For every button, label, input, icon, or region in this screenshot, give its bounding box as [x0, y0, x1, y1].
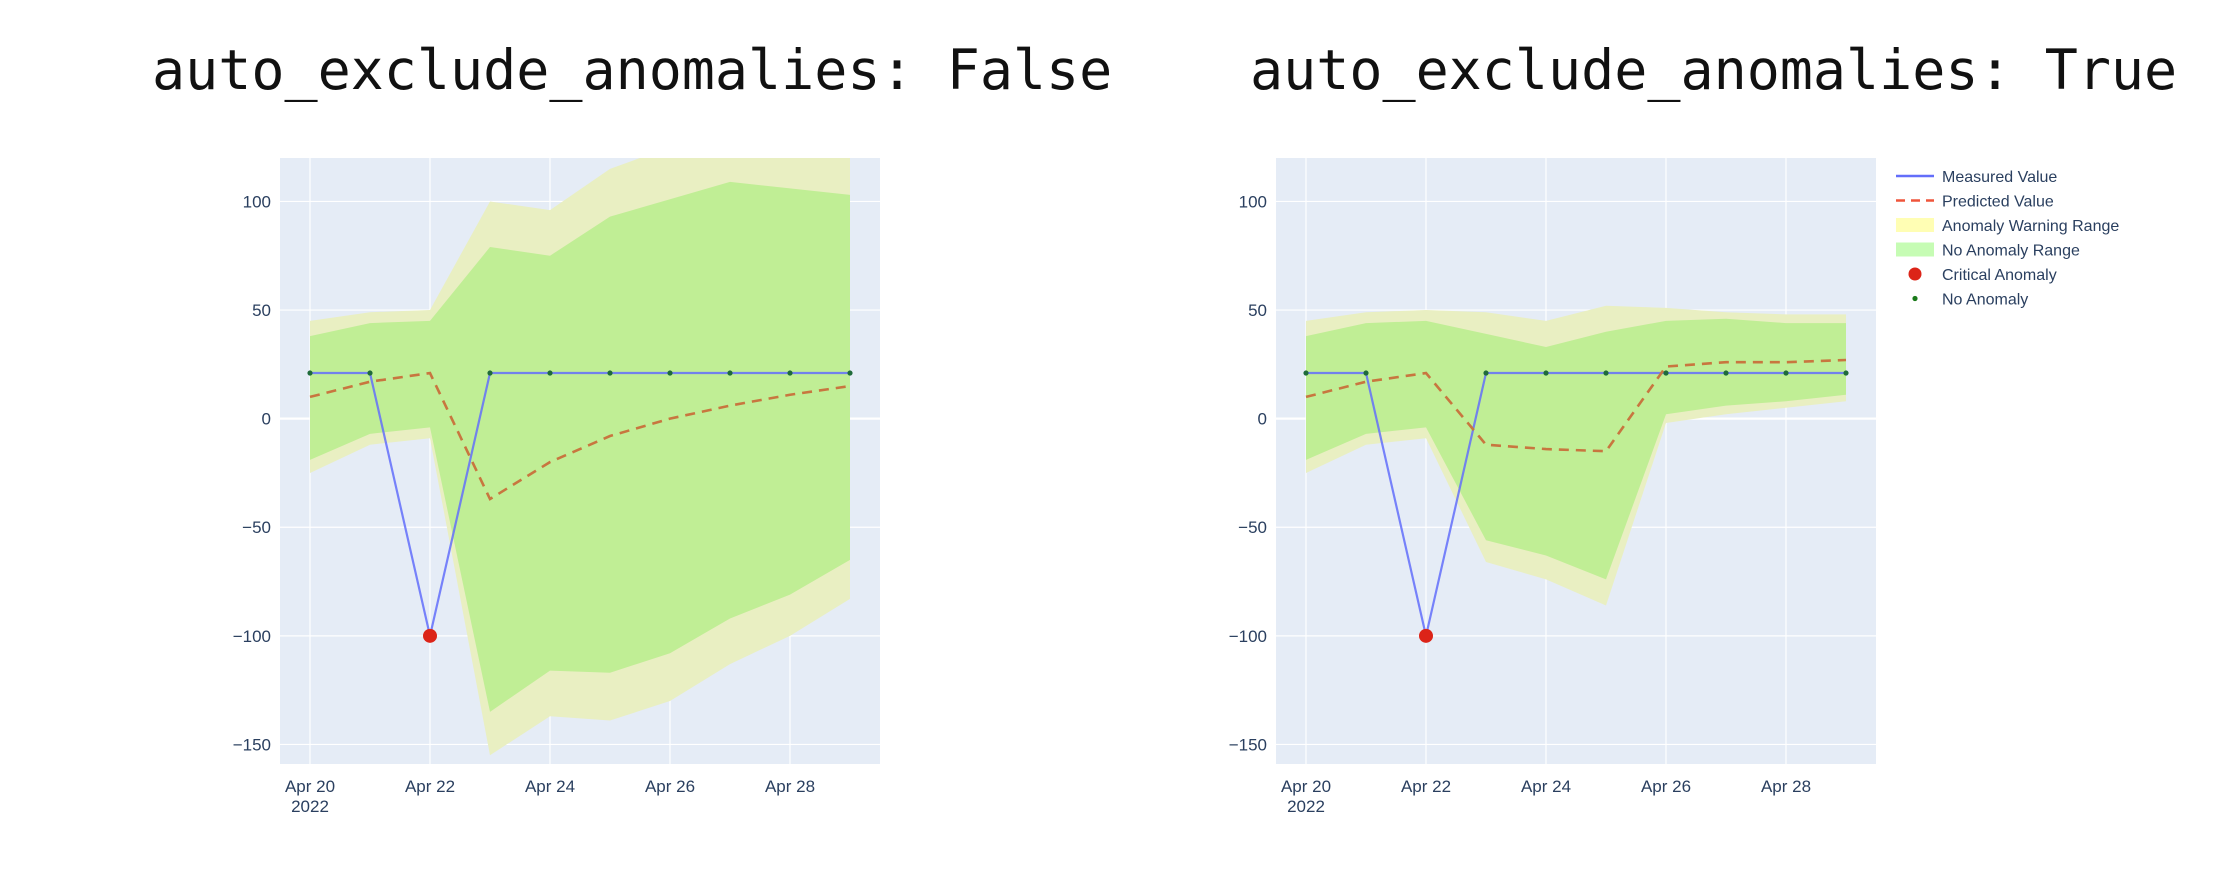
legend-label: Measured Value	[1942, 169, 2057, 186]
no-anomaly-band	[310, 181, 850, 712]
no-anomaly-point[interactable]	[1843, 370, 1849, 376]
y-tick-label: 0	[1258, 410, 1267, 429]
y-tick-label: 0	[262, 410, 271, 429]
measured-value-line	[1306, 371, 1846, 637]
legend-swatch-no-anomaly	[1912, 295, 1918, 302]
x-tick-label: Apr 24	[525, 777, 575, 796]
no-anomaly-point[interactable]	[547, 370, 553, 376]
no-anomaly-point[interactable]	[1723, 370, 1729, 376]
y-tick-label: −100	[233, 627, 271, 646]
legend-item[interactable]: Anomaly Warning Range	[1896, 218, 2119, 235]
x-tick-label: Apr 20	[285, 777, 335, 796]
y-tick-label: 100	[243, 192, 271, 211]
chart-title-right: auto_exclude_anomalies: True	[1250, 38, 2178, 102]
no-anomaly-point[interactable]	[787, 370, 793, 376]
no-anomaly-point[interactable]	[367, 370, 373, 376]
y-tick-label: −100	[1229, 627, 1267, 646]
legend-item[interactable]: Critical Anomaly	[1908, 267, 2057, 284]
no-anomaly-point[interactable]	[1663, 370, 1669, 376]
no-anomaly-point[interactable]	[667, 370, 673, 376]
x-tick-label: Apr 24	[1521, 777, 1571, 796]
legend-label: Predicted Value	[1942, 194, 2054, 211]
plot-content	[1303, 305, 1849, 643]
legend-swatch-critical-anomaly	[1908, 267, 1922, 281]
predicted-value-line	[1305, 358, 1847, 453]
y-tick-label: −50	[242, 518, 271, 537]
legend-item[interactable]: Measured Value	[1896, 169, 2057, 186]
no-anomaly-point[interactable]	[727, 370, 733, 376]
legend-label: No Anomaly	[1942, 292, 2028, 309]
x-tick-label: Apr 20	[1281, 777, 1331, 796]
y-tick-label: −150	[233, 735, 271, 754]
x-tick-label: Apr 26	[1641, 777, 1691, 796]
no-anomaly-point[interactable]	[847, 370, 853, 376]
y-tick-label: 50	[1248, 301, 1267, 320]
critical-anomaly-point[interactable]	[423, 628, 437, 643]
plot-content	[307, 158, 853, 756]
x-tick-label: Apr 22	[1401, 777, 1451, 796]
legend-label: Critical Anomaly	[1942, 267, 2057, 284]
no-anomaly-point[interactable]	[1603, 370, 1609, 376]
no-anomaly-point[interactable]	[1783, 370, 1789, 376]
critical-anomaly-point[interactable]	[1419, 628, 1433, 643]
y-tick-label: 50	[252, 301, 271, 320]
chart-legend[interactable]: Measured Value Predicted Value Anomaly War…	[1896, 169, 2119, 309]
no-anomaly-point[interactable]	[1483, 370, 1489, 376]
x-tick-year-label: 2022	[1287, 797, 1325, 816]
x-tick-label: Apr 28	[1761, 777, 1811, 796]
legend-item[interactable]: No Anomaly Range	[1896, 242, 2080, 260]
legend-label: Anomaly Warning Range	[1942, 218, 2119, 235]
legend-item[interactable]: No Anomaly	[1912, 292, 2028, 309]
measured-value-line	[310, 371, 850, 637]
legend-label: No Anomaly Range	[1942, 243, 2080, 260]
y-tick-label: 100	[1239, 192, 1267, 211]
x-tick-label: Apr 28	[765, 777, 815, 796]
chart-title-left: auto_exclude_anomalies: False	[152, 38, 1113, 102]
no-anomaly-point[interactable]	[1363, 370, 1369, 376]
legend-swatch-anomaly-warning-range	[1896, 218, 1934, 232]
legend-item[interactable]: Predicted Value	[1896, 194, 2054, 211]
x-tick-label: Apr 26	[645, 777, 695, 796]
no-anomaly-point[interactable]	[607, 370, 613, 376]
y-tick-label: −50	[1238, 518, 1267, 537]
legend-swatch-no-anomaly-range	[1896, 242, 1934, 257]
no-anomaly-point[interactable]	[307, 370, 313, 376]
x-tick-year-label: 2022	[291, 797, 329, 816]
no-anomaly-point[interactable]	[487, 370, 493, 376]
no-anomaly-point[interactable]	[1303, 370, 1309, 376]
y-tick-label: −150	[1229, 735, 1267, 754]
predicted-value-line	[309, 371, 851, 501]
x-tick-label: Apr 22	[405, 777, 455, 796]
no-anomaly-point[interactable]	[1543, 370, 1549, 376]
